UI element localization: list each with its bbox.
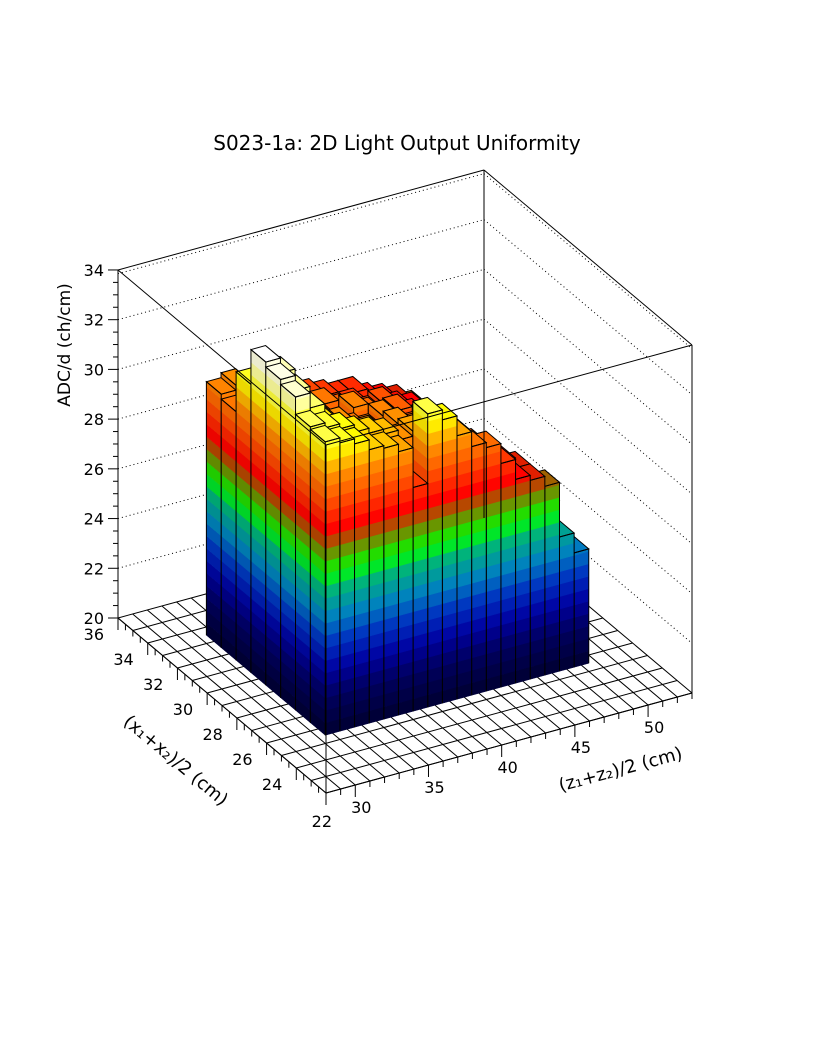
wall-gridline xyxy=(117,368,485,470)
wall-gridline xyxy=(483,269,693,445)
wall-gridline xyxy=(483,173,693,350)
floor-gridline xyxy=(311,680,678,781)
wall-gridline xyxy=(117,268,485,370)
floor-gridline xyxy=(296,667,663,769)
wall-gridline xyxy=(117,173,485,275)
floor-gridline xyxy=(281,655,648,756)
wall-gridline xyxy=(117,219,485,321)
bars xyxy=(205,345,590,736)
wall-gridline xyxy=(483,219,693,396)
wall-gridline xyxy=(117,318,485,420)
